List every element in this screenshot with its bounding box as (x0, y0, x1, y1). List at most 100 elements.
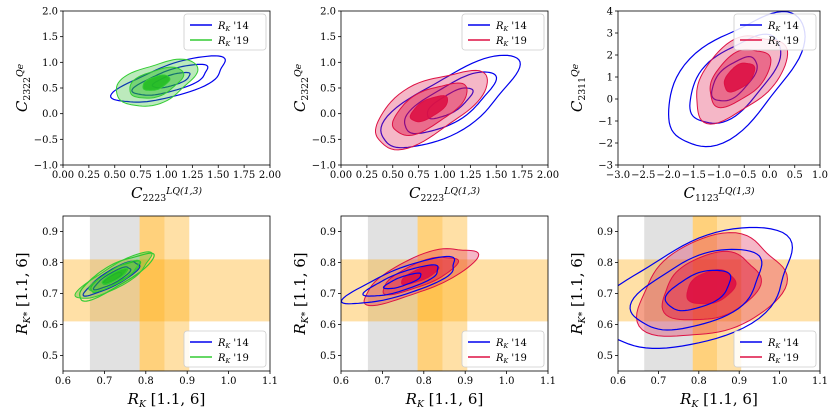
x-tick-label: 1.25 (459, 170, 481, 181)
x-tick-label: 1.1 (812, 376, 828, 387)
contour-blue-line-2sigma (92, 266, 132, 291)
y-axis-label: RK* [1.1, 6] (291, 252, 311, 335)
y-tick-label: 0.5 (320, 84, 336, 95)
y-tick-label: −2 (598, 139, 613, 150)
plot-area (63, 216, 270, 371)
x-tick-label: −1.0 (707, 170, 731, 181)
x-tick-label: 0.8 (138, 376, 154, 387)
x-axis-label: C1123LQ(1,3) (684, 184, 755, 204)
x-tick-label: 1.00 (155, 170, 177, 181)
y-axis-label: C2322Qe (291, 63, 311, 112)
y-tick-label: 2.0 (42, 7, 58, 18)
y-tick-label: 0.9 (42, 227, 58, 238)
contour-blue-line-1sigma (711, 55, 758, 102)
y-tick-label: 0 (607, 95, 613, 106)
orange-band-horizontal (341, 259, 548, 322)
y-tick-label: 0.7 (597, 289, 613, 300)
x-tick-label: −1.5 (682, 170, 706, 181)
legend: RK '14 RK '19 (183, 13, 267, 51)
x-tick-label: 0.25 (356, 170, 378, 181)
y-tick-label: 3 (607, 29, 613, 40)
y-axis-label: C2311Qe (568, 63, 588, 112)
y-tick-label: 2.0 (320, 7, 336, 18)
orange-band-vertical (417, 216, 468, 371)
contour-green-fill-1sigma (101, 268, 128, 285)
plot-area (618, 216, 820, 371)
x-tick-label: 0.00 (52, 170, 74, 181)
panel-top-left: 0.00 0.25 0.50 0.75 1.00 1.25 1.50 1.75 2.00 −1.0… (13, 7, 281, 204)
legend-entry: RK '14 (767, 21, 799, 33)
x-tick-label: 1.75 (233, 170, 255, 181)
legend-entry: RK '19 (495, 353, 527, 365)
legend-entry: RK '19 (217, 353, 249, 365)
x-tick-label: 1.0 (221, 376, 237, 387)
x-tick-label: 0.7 (650, 376, 666, 387)
legend-entry: RK '14 (495, 21, 527, 33)
plot-area (341, 216, 548, 371)
gray-band (89, 216, 140, 371)
x-tick-label: 1.50 (207, 170, 229, 181)
y-tick-label: 0.5 (42, 84, 58, 95)
x-tick-label: 0.6 (610, 376, 626, 387)
x-axis-label: C2223LQ(1,3) (131, 184, 202, 204)
x-tick-label: 1.50 (485, 170, 507, 181)
orange-band-vertical (139, 216, 190, 371)
panel-top-right: −3.0 −2.5 −2.0 −1.5 −1.0 −0.5 0.0 0.5 1.0 −3 −2 −1 0… (568, 7, 828, 204)
contour-green-fill-1sigma (142, 74, 171, 91)
y-tick-label: 1.5 (320, 32, 336, 43)
legend: RK '14 RK '19 (461, 13, 545, 51)
x-axis-label: C2223LQ(1,3) (409, 184, 480, 204)
contour-blue-line-3sigma (341, 255, 456, 305)
y-axis-label: C2322Qe (13, 63, 33, 112)
plot-area (667, 11, 806, 148)
contour-blue-line-2sigma (404, 71, 498, 135)
contour-blue-line-3sigma (380, 54, 521, 149)
y-tick-label: 0.6 (320, 320, 336, 331)
x-axis-label: RK [1.1, 6] (405, 390, 484, 410)
x-tick-label: −3.0 (606, 170, 630, 181)
y-tick-label: 0.7 (42, 289, 58, 300)
legend: RK '14 RK '19 (183, 330, 267, 368)
legend-entry: RK '19 (217, 36, 249, 48)
y-tick-label: 1.0 (42, 58, 58, 69)
panel-bottom-left: 0.6 0.7 0.8 0.9 1.0 1.1 0.5 0.6 0.7 0.8 0.9 RK [1.1… (13, 215, 278, 410)
x-tick-label: 2.00 (259, 170, 281, 181)
x-tick-label: 1.1 (540, 376, 556, 387)
contour-red-fill-1sigma (409, 95, 448, 123)
contour-blue-line-1sigma (664, 269, 732, 312)
x-axis-label: RK [1.1, 6] (127, 390, 206, 410)
x-tick-label: 0.8 (691, 376, 707, 387)
plot-area (109, 55, 226, 107)
legend: RK '14 RK '19 (733, 13, 817, 51)
orange-band-horizontal (63, 259, 270, 322)
legend: RK '14 RK '19 (733, 330, 817, 368)
x-tick-label: 0.9 (179, 376, 195, 387)
x-tick-label: 1.0 (812, 170, 828, 181)
y-tick-label: −1.0 (312, 161, 336, 172)
y-tick-label: −0.5 (34, 135, 58, 146)
x-tick-label: 1.0 (772, 376, 788, 387)
y-tick-label: 0.6 (597, 320, 613, 331)
y-tick-label: −0.5 (312, 135, 336, 146)
y-tick-label: 0.9 (320, 227, 336, 238)
x-tick-label: 0.75 (129, 170, 151, 181)
plot-area (375, 54, 521, 151)
contour-blue-line-3sigma (618, 226, 794, 349)
x-tick-label: 0.50 (382, 170, 404, 181)
contour-blue-line-2sigma (362, 264, 439, 297)
legend-entry: RK '19 (767, 36, 799, 48)
orange-band-core (417, 216, 443, 371)
y-tick-label: 0.5 (320, 351, 336, 362)
y-tick-label: 0.8 (597, 258, 613, 269)
legend-entry: RK '19 (495, 36, 527, 48)
contour-blue-line-2sigma (629, 248, 763, 331)
y-tick-label: 0.8 (320, 258, 336, 269)
y-tick-label: 0.9 (597, 227, 613, 238)
panel-top-middle: 0.00 0.25 0.50 0.75 1.00 1.25 1.50 1.75 2.00 −1.0… (291, 7, 559, 204)
x-tick-label: −2.5 (631, 170, 655, 181)
x-tick-label: 0.7 (96, 376, 112, 387)
y-tick-label: 1.5 (42, 32, 58, 43)
contour-red-fill-1sigma (723, 62, 756, 93)
legend-entry: RK '14 (217, 338, 249, 350)
x-tick-label: 0.6 (333, 376, 349, 387)
